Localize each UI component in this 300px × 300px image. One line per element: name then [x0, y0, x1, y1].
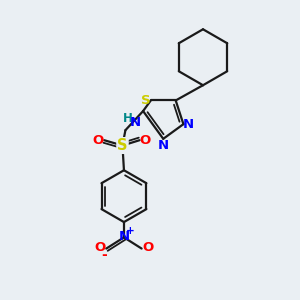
Text: S: S: [117, 138, 128, 153]
Text: H: H: [123, 112, 133, 125]
Text: -: -: [101, 248, 107, 262]
Text: N: N: [118, 230, 130, 243]
Text: N: N: [158, 139, 169, 152]
Text: N: N: [183, 118, 194, 131]
Text: N: N: [130, 116, 141, 129]
Text: S: S: [141, 94, 150, 107]
Text: O: O: [93, 134, 104, 147]
Text: O: O: [94, 242, 105, 254]
Text: O: O: [142, 242, 154, 254]
Text: O: O: [140, 134, 151, 147]
Text: +: +: [125, 226, 134, 236]
